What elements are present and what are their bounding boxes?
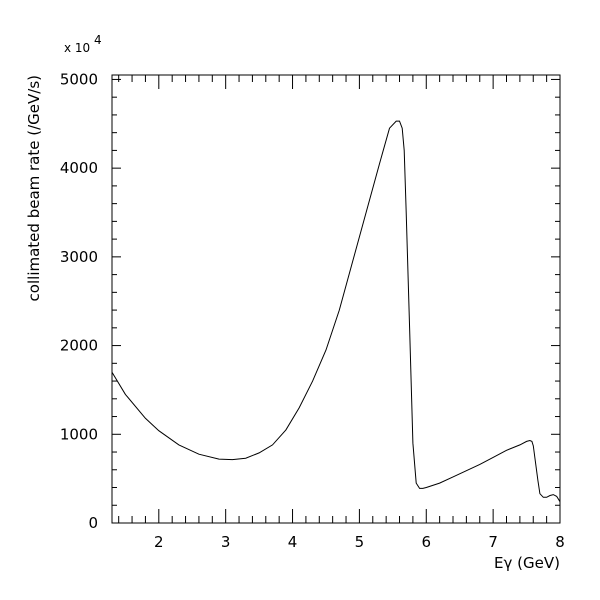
y-tick-label: 4000: [60, 159, 98, 177]
series-line: [111, 120, 561, 502]
x-tick-label: 2: [154, 533, 164, 551]
x-tick-label: 3: [221, 533, 231, 551]
y-multiplier-label: x 10: [64, 41, 90, 55]
y-tick-label: 3000: [60, 248, 98, 266]
x-tick-label: 8: [555, 533, 565, 551]
y-tick-label: 5000: [60, 70, 98, 88]
x-axis-ticks: [118, 75, 561, 523]
x-tick-label: 6: [421, 533, 431, 551]
x-axis-tick-labels: 2 3 4 5 6 7 8: [154, 533, 565, 551]
y-tick-label: 0: [88, 514, 98, 532]
y-axis-tick-labels: 0 1000 2000 3000 4000 5000: [60, 70, 98, 532]
y-multiplier-exponent: 4: [94, 33, 102, 47]
x-axis-title: Eγ (GeV): [494, 554, 560, 572]
y-axis-ticks: [112, 78, 560, 524]
y-tick-label: 2000: [60, 337, 98, 355]
y-tick-label: 1000: [60, 425, 98, 443]
y-axis-title: collimated beam rate (/GeV/s): [25, 75, 43, 301]
plot-frame: [111, 74, 561, 524]
x-tick-label: 5: [355, 533, 365, 551]
x-tick-label: 7: [488, 533, 498, 551]
x-tick-label: 4: [288, 533, 298, 551]
